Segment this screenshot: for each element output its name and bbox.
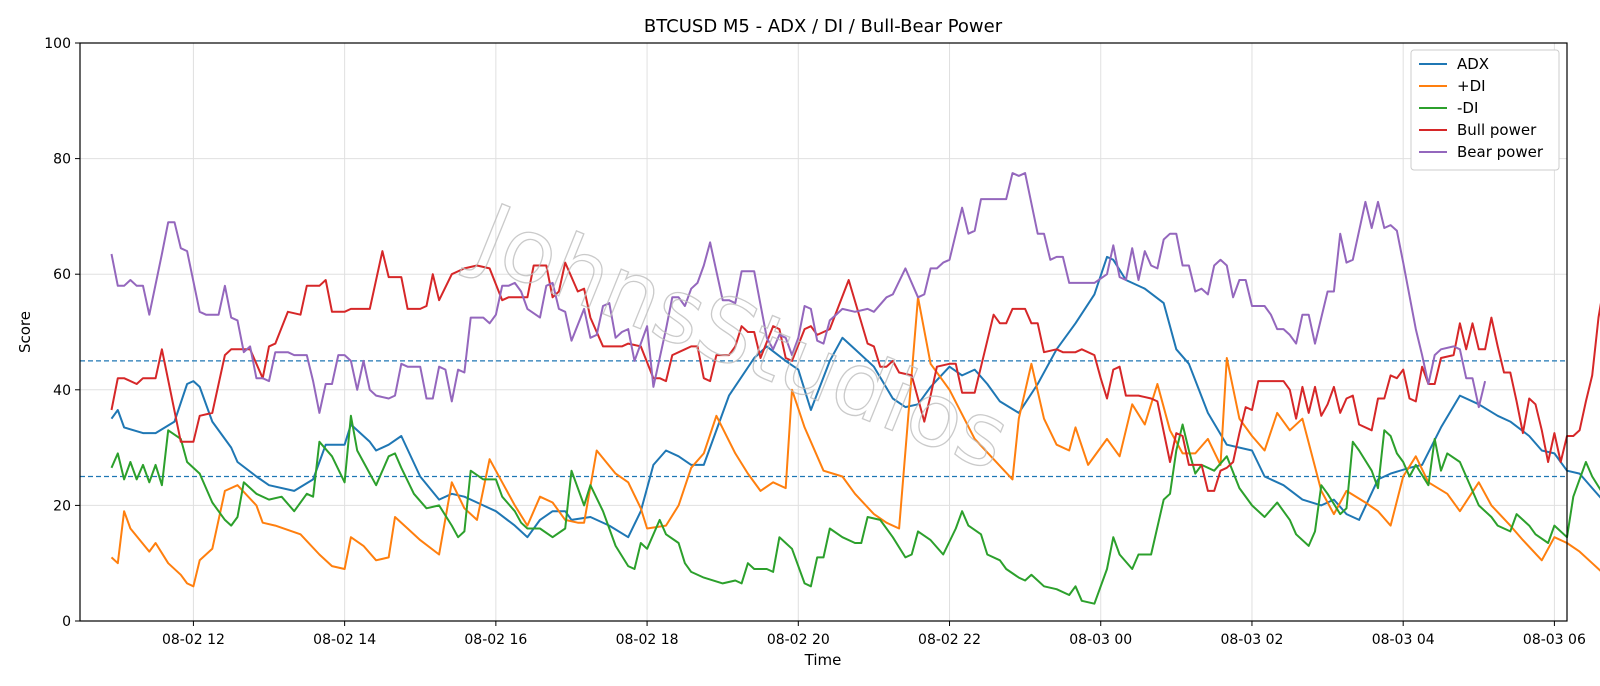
legend-label: +DI [1457, 77, 1486, 95]
series-line-bear-power [110, 172, 1487, 414]
x-tick-label: 08-02 22 [918, 632, 981, 648]
x-axis-label: Time [804, 651, 842, 669]
legend-label: -DI [1457, 99, 1478, 117]
y-tick-label: 20 [53, 498, 71, 514]
y-tick-label: 100 [44, 36, 71, 52]
x-tick-label: 08-02 12 [162, 632, 225, 648]
legend-label: ADX [1457, 55, 1489, 73]
y-tick-label: 80 [53, 152, 71, 168]
series-line-di [110, 414, 1600, 605]
x-axis-ticks: 08-02 12 08-02 14 08-02 16 08-02 18 08-02 20… [162, 621, 1586, 648]
series-lines [110, 172, 1600, 605]
x-tick-label: 08-03 02 [1220, 632, 1283, 648]
legend-box [1410, 49, 1560, 171]
x-tick-label: 08-02 18 [616, 632, 679, 648]
chart-title: BTCUSD M5 - ADX / DI / Bull-Bear Power [644, 16, 1003, 37]
series-line-bull-power [110, 250, 1600, 492]
x-tick-label: 08-02 14 [313, 632, 376, 648]
y-tick-label: 40 [53, 383, 71, 399]
x-tick-label: 08-02 20 [767, 632, 830, 648]
y-axis-label: Score [16, 311, 34, 353]
plot-frame [79, 42, 1568, 622]
legend: ADX +DI -DI Bull power Bear power [1410, 49, 1560, 171]
y-axis-ticks: 0 20 40 60 80 100 [44, 36, 80, 630]
x-tick-label: 08-02 16 [464, 632, 527, 648]
x-tick-label: 08-03 00 [1069, 632, 1132, 648]
x-tick-label: 08-03 04 [1372, 632, 1435, 648]
legend-label: Bull power [1457, 121, 1537, 139]
legend-label: Bear power [1457, 143, 1544, 161]
series-line-di [110, 296, 1600, 588]
series-line-adx [110, 255, 1600, 539]
x-tick-label: 08-03 06 [1523, 632, 1586, 648]
y-tick-label: 60 [53, 267, 71, 283]
y-tick-label: 0 [62, 614, 71, 630]
